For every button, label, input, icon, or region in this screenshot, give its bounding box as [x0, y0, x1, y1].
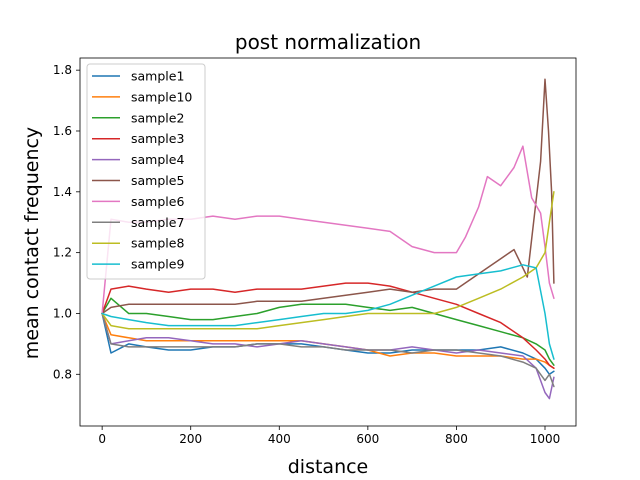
series-line-sample8	[101, 191, 555, 330]
y-tick-label: 1.8	[53, 63, 72, 77]
series-line-sample9	[101, 264, 555, 360]
y-tick-label: 1.6	[53, 124, 72, 138]
x-tick-label: 0	[98, 432, 106, 446]
legend-label-sample2: sample2	[131, 110, 184, 125]
x-tick-label: 200	[179, 432, 202, 446]
x-axis-label: distance	[288, 456, 369, 478]
x-axis-ticks: 0 200 400 600 800 1000	[98, 426, 560, 446]
legend-label-sample7: sample7	[131, 215, 184, 230]
plot-frame	[79, 57, 577, 427]
legend-label-sample3: sample3	[131, 131, 184, 146]
series-lines	[101, 78, 555, 400]
series-line-sample4	[101, 312, 555, 400]
chart-title: post normalization	[235, 30, 421, 54]
legend-label-sample10: sample10	[131, 89, 192, 104]
legend: sample1 sample10 sample2 sample3 sample4 samp…	[86, 63, 206, 280]
series-line-sample3	[101, 282, 555, 369]
series-line-sample7	[101, 312, 555, 388]
x-tick-label: 400	[268, 432, 291, 446]
x-tick-label: 800	[445, 432, 468, 446]
y-tick-label: 0.8	[53, 367, 72, 381]
legend-label-sample6: sample6	[131, 194, 184, 209]
x-tick-label: 1000	[530, 432, 561, 446]
y-axis-label: mean contact frequency	[21, 127, 43, 359]
legend-label-sample8: sample8	[131, 236, 184, 251]
legend-label-sample9: sample9	[131, 257, 184, 272]
series-line-sample5	[101, 78, 555, 315]
legend-label-sample1: sample1	[131, 69, 184, 84]
legend-label-sample5: sample5	[131, 173, 184, 188]
x-tick-label: 600	[356, 432, 379, 446]
legend-label-sample4: sample4	[131, 152, 184, 167]
y-tick-label: 1.2	[53, 246, 72, 260]
y-axis-ticks: 0.8 1.0 1.2 1.4 1.6 1.8	[53, 63, 80, 381]
y-tick-label: 1.0	[53, 306, 72, 320]
y-tick-label: 1.4	[53, 185, 72, 199]
